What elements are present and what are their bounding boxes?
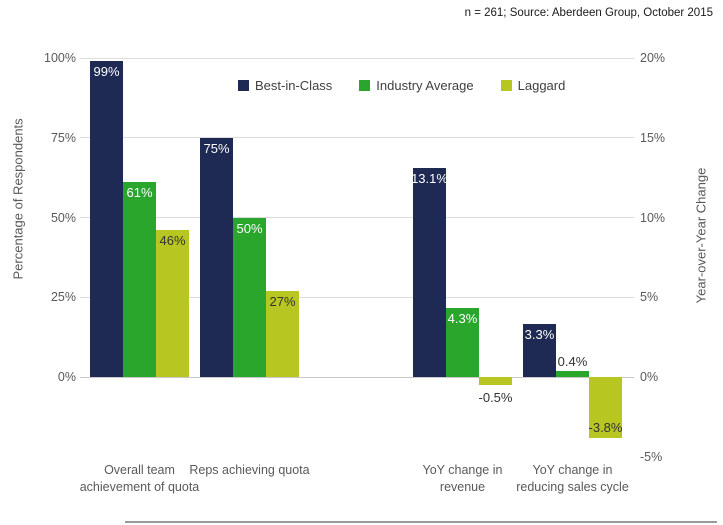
bar (413, 168, 446, 377)
right-axis-tick-label: -5% (640, 449, 663, 464)
left-axis-title: Percentage of Respondents (10, 118, 26, 280)
legend-swatch (359, 80, 371, 91)
bar-value-label: 27% (269, 293, 296, 309)
right-axis-tick-label: 0% (640, 370, 659, 384)
gridline (80, 217, 634, 218)
bar (200, 137, 233, 377)
gridline (80, 376, 634, 378)
legend-item: Best-in-Class (238, 78, 332, 93)
bar-value-label: 3.3% (524, 327, 555, 343)
bar (479, 377, 512, 385)
left-axis-tick-label: 75% (50, 130, 76, 145)
category-label: Overall team achievement of quota (79, 463, 200, 494)
legend-swatch (238, 80, 249, 91)
bar-value-label: 46% (159, 233, 186, 249)
bar-value-label: 4.3% (447, 311, 478, 327)
bar (266, 290, 299, 377)
bar-value-label: 50% (236, 220, 263, 236)
gridline (80, 57, 634, 59)
bar-value-label: -0.5% (478, 389, 513, 405)
bar-value-label: 0.4% (557, 353, 588, 369)
legend-item: Industry Average (359, 78, 474, 93)
left-axis-tick-label: 100% (44, 51, 76, 65)
right-axis-tick-label: 10% (640, 210, 666, 225)
category-label: YoY change in revenue (422, 463, 503, 494)
bar-value-label: 61% (126, 185, 153, 201)
left-axis-tick-label: 25% (50, 290, 76, 305)
bar (233, 217, 266, 377)
right-axis-tick-label: 20% (640, 51, 666, 65)
chart-legend: Best-in-Class Industry Average Laggard (238, 78, 565, 93)
gridline (80, 296, 634, 298)
bar-value-label: 13.1% (411, 171, 448, 187)
bottom-divider (125, 521, 717, 523)
bar (556, 370, 589, 377)
bar (589, 377, 622, 438)
legend-swatch (500, 80, 512, 91)
legend-label: Best-in-Class (255, 78, 333, 93)
bar-value-label: 75% (203, 140, 230, 156)
legend-label: Laggard (517, 78, 566, 93)
left-axis-tick-label: 50% (50, 210, 76, 225)
bar (90, 61, 123, 377)
right-axis-tick-label: 15% (640, 130, 666, 145)
category-label: YoY change in reducing sales cycle (516, 463, 629, 494)
bar (523, 324, 556, 377)
legend-label: Industry Average (376, 78, 474, 93)
bar (123, 182, 156, 377)
legend-item: Laggard (500, 78, 566, 93)
source-note: n = 261; Source: Aberdeen Group, October… (464, 7, 713, 19)
bar (446, 308, 479, 377)
right-axis-tick-label: 5% (640, 290, 659, 305)
bar-value-label: -3.8% (588, 419, 623, 435)
right-axis-title: Year-over-Year Change (693, 167, 709, 304)
gridline (80, 137, 634, 139)
left-axis-tick-label: 0% (57, 370, 76, 384)
bar (156, 230, 189, 377)
bar-value-label: 99% (93, 64, 120, 80)
category-label: Reps achieving quota (189, 463, 310, 477)
